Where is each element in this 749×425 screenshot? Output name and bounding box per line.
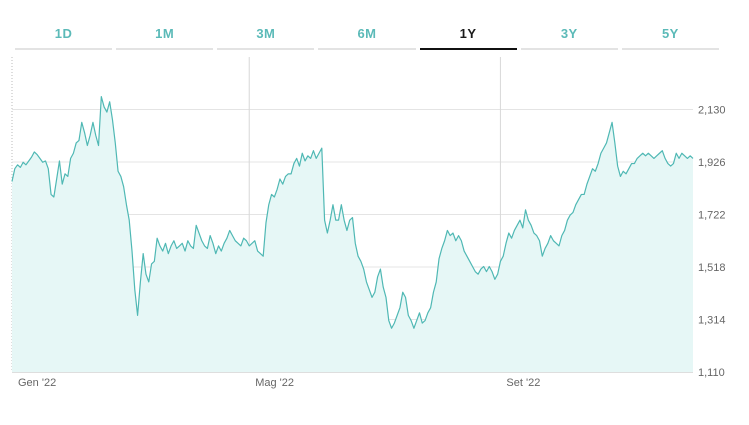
tab-5y[interactable]: 5Y [621, 20, 720, 52]
y-axis-ticks: 2,130 1,926 1,722 1,518 1,314 1,110 [698, 105, 726, 380]
x-tick-label: Set '22 [506, 377, 540, 389]
price-chart: 2,130 1,926 1,722 1,518 1,314 1,110 Gen '22 Ma… [11, 57, 726, 389]
y-tick-label: 1,518 [698, 262, 726, 274]
x-tick-label: Gen '22 [18, 377, 56, 389]
y-tick-label: 1,110 [698, 367, 725, 379]
y-tick-label: 1,314 [698, 315, 726, 327]
y-tick-label: 1,926 [698, 157, 726, 169]
tab-6m[interactable]: 6M [318, 20, 416, 52]
range-tabs: 1D 1M 3M 6M 1Y 3Y 5Y [13, 20, 721, 52]
x-axis-ticks: Gen '22 Mag '22 Set '22 [18, 377, 540, 389]
price-line [11, 96, 694, 329]
tab-1m[interactable]: 1M [116, 20, 214, 52]
y-tick-label: 1,722 [698, 210, 726, 222]
tab-1d[interactable]: 1D [15, 20, 113, 52]
tab-3m[interactable]: 3M [217, 20, 315, 52]
price-area-fill [12, 96, 693, 372]
y-tick-label: 2,130 [698, 105, 726, 117]
tab-3y[interactable]: 3Y [520, 20, 618, 52]
x-tick-label: Mag '22 [255, 377, 294, 389]
tab-1y[interactable]: 1Y [419, 20, 517, 52]
